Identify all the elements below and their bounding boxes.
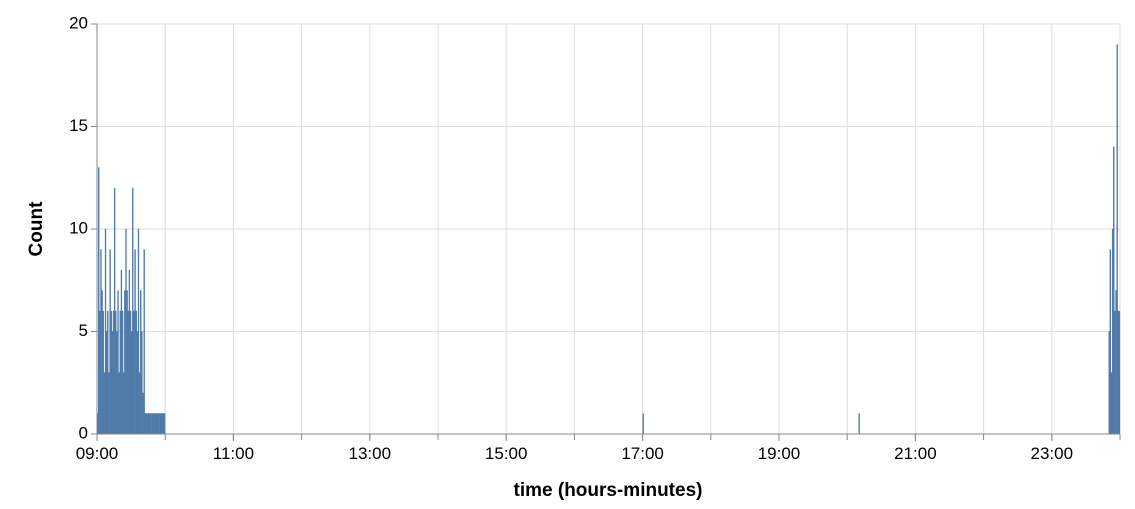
bar <box>128 269 131 435</box>
x-tick-label: 15:00 <box>485 444 528 463</box>
bar <box>102 310 104 435</box>
bar <box>1116 44 1118 435</box>
bar <box>113 187 116 435</box>
bars <box>96 44 1121 435</box>
y-tick-label: 0 <box>79 423 88 442</box>
bar <box>120 269 123 435</box>
bar <box>98 167 100 435</box>
bar <box>116 331 118 435</box>
bar <box>105 331 108 435</box>
bar <box>109 249 111 435</box>
bar <box>125 228 127 435</box>
bar <box>162 413 165 435</box>
x-tick-label: 21:00 <box>894 444 937 463</box>
bar <box>642 413 644 435</box>
bar <box>858 413 860 435</box>
y-tick-label: 15 <box>69 116 88 135</box>
bar <box>161 413 164 435</box>
bar <box>150 413 152 435</box>
y-tick-label: 10 <box>69 218 88 237</box>
bar <box>1108 331 1110 435</box>
bar <box>121 310 124 435</box>
bar <box>159 413 161 435</box>
bar <box>153 413 156 435</box>
y-tick-label: 20 <box>69 13 88 32</box>
axes: 0 5 10 15 20 09:00 11:00 13:00 15:00 17:00 19:00 21… <box>69 13 1121 463</box>
x-tick-label: 19:00 <box>758 444 801 463</box>
x-axis-title: time (hours-minutes) <box>514 480 703 501</box>
bar <box>148 413 150 435</box>
bar <box>133 310 135 435</box>
bar <box>154 413 157 435</box>
bar <box>104 228 107 435</box>
bar <box>137 228 140 435</box>
bar <box>142 392 144 435</box>
bar <box>151 413 153 435</box>
grid <box>96 23 1121 435</box>
bar <box>119 310 121 435</box>
bar <box>124 290 126 435</box>
bar <box>149 413 151 435</box>
bar <box>1115 290 1117 435</box>
bar <box>115 310 117 435</box>
bar <box>100 249 102 435</box>
bar <box>123 372 125 435</box>
bar <box>158 413 160 435</box>
bar <box>156 413 158 435</box>
bar <box>110 310 112 435</box>
bar <box>136 331 139 435</box>
bar <box>130 331 133 435</box>
bar <box>160 413 162 435</box>
bar <box>134 249 136 435</box>
x-tick-label: 23:00 <box>1031 444 1074 463</box>
bar <box>101 290 103 435</box>
bar <box>135 310 137 435</box>
y-axis-title: Count <box>26 201 47 257</box>
bar <box>138 372 141 435</box>
bar <box>111 331 114 435</box>
bar <box>117 290 119 435</box>
bar <box>1114 310 1116 435</box>
bar <box>146 413 149 435</box>
bar <box>163 413 166 435</box>
x-tick-label: 17:00 <box>621 444 664 463</box>
bar <box>129 310 132 435</box>
x-tick-label: 13:00 <box>349 444 392 463</box>
bar <box>112 310 115 435</box>
bar <box>143 249 145 435</box>
bar <box>157 413 159 435</box>
bar <box>107 310 109 435</box>
bar <box>126 290 128 435</box>
bar <box>118 372 120 435</box>
bar <box>1111 228 1114 435</box>
bar <box>1109 249 1112 435</box>
bar <box>1117 310 1119 435</box>
bar <box>1118 310 1121 435</box>
bar <box>103 372 106 435</box>
bar <box>140 290 142 435</box>
bar <box>108 372 110 435</box>
x-tick-label: 11:00 <box>213 444 254 463</box>
y-tick-label: 5 <box>79 321 88 340</box>
bar <box>127 310 129 435</box>
bar <box>1110 372 1113 435</box>
bar <box>144 413 146 435</box>
bar <box>1113 146 1115 435</box>
x-tick-label: 09:00 <box>76 444 119 463</box>
bar <box>99 310 101 435</box>
bar <box>145 413 148 435</box>
bar <box>132 187 134 435</box>
bar <box>152 413 154 435</box>
bar <box>141 331 143 435</box>
